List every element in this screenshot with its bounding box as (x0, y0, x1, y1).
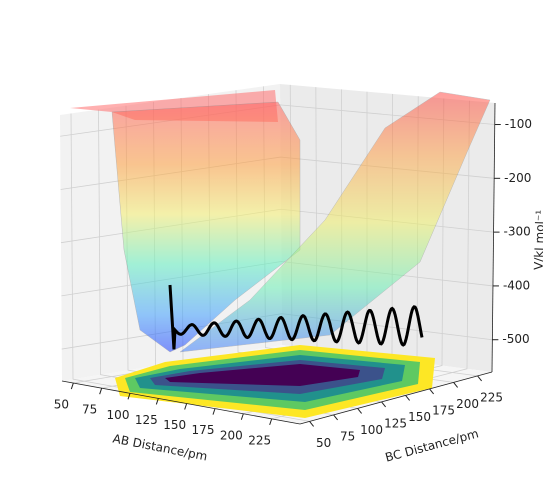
surface-right (179, 91, 491, 353)
y-tick (309, 421, 314, 427)
y-tick-label: 50 (316, 436, 331, 450)
z-tick-label: -400 (503, 278, 530, 292)
z-axis-label: V/kJ mol⁻¹ (531, 210, 543, 271)
y-tick (477, 375, 482, 382)
y-tick-label: 100 (360, 423, 383, 437)
z-tick-label: -100 (505, 117, 532, 131)
x-tick-label: 225 (248, 433, 271, 447)
x-tick (70, 382, 74, 390)
y-axis-label: BC Distance/pm (384, 426, 480, 464)
x-tick (212, 408, 216, 415)
y-tick (453, 382, 458, 388)
x-tick (155, 398, 159, 405)
x-tick-label: 75 (82, 403, 97, 417)
x-tick-label: 100 (107, 408, 130, 422)
x-tick (99, 388, 103, 395)
x-tick-label: 150 (163, 418, 186, 432)
y-tick-label: 175 (432, 403, 455, 417)
y-tick (405, 395, 410, 401)
surface-left (111, 101, 301, 353)
contour (165, 364, 360, 386)
x-tick-label: 200 (220, 428, 243, 442)
x-tick (127, 393, 131, 400)
x-tick (240, 413, 244, 420)
x-tick (184, 403, 188, 410)
y-tick-label: 200 (456, 397, 479, 411)
y-tick (357, 408, 362, 414)
x-tick-label: 175 (192, 423, 215, 437)
y-tick-label: 150 (408, 410, 431, 424)
trajectory (168, 284, 424, 350)
z-tick-label: -500 (502, 332, 529, 346)
z-tick-label: -300 (504, 225, 531, 239)
x-tick (269, 418, 273, 426)
z-tick-label: -200 (504, 171, 531, 185)
y-tick (429, 388, 434, 395)
y-tick-label: 225 (480, 390, 503, 404)
z-axis-line (491, 102, 496, 373)
contours (115, 345, 435, 418)
y-tick (333, 414, 338, 421)
y-tick-label: 125 (384, 416, 407, 430)
y-tick (381, 401, 386, 408)
x-tick-label: 50 (54, 398, 69, 412)
y-tick-label: 75 (340, 429, 355, 443)
y-axis-line (299, 371, 493, 425)
surface (70, 90, 491, 353)
x-tick-label: 125 (135, 413, 158, 427)
